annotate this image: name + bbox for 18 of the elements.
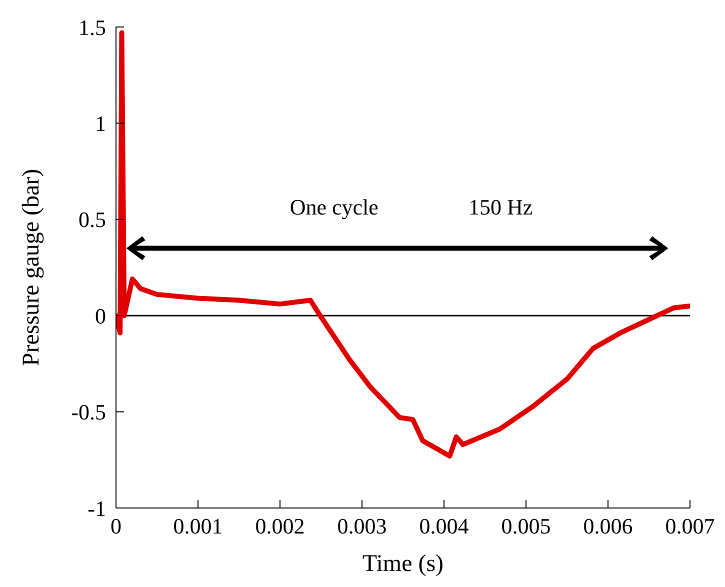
y-tick-label: 1.5 — [78, 14, 106, 40]
annotation: One cycle — [290, 194, 378, 220]
y-tick-label: 0.5 — [78, 207, 106, 232]
x-tick-label: 0.001 — [173, 514, 223, 539]
x-tick-label: 0.004 — [419, 514, 469, 539]
x-axis-title: Time (s) — [362, 551, 444, 577]
y-tick-label: -0.5 — [71, 400, 106, 425]
y-axis-title: Pressure gauge (bar) — [18, 168, 45, 366]
annotation: 150 Hz — [468, 194, 533, 220]
y-tick-label: 0 — [95, 303, 106, 328]
x-tick-label: 0.006 — [583, 514, 633, 539]
x-tick-label: 0.007 — [665, 514, 715, 539]
x-tick-label: 0 — [110, 514, 122, 539]
x-tick-label: 0.002 — [255, 514, 305, 539]
y-tick-label: 1 — [95, 111, 106, 136]
y-tick-label: -1 — [88, 496, 106, 521]
x-tick-label: 0.003 — [337, 514, 387, 539]
x-tick-label: 0.005 — [501, 514, 551, 539]
